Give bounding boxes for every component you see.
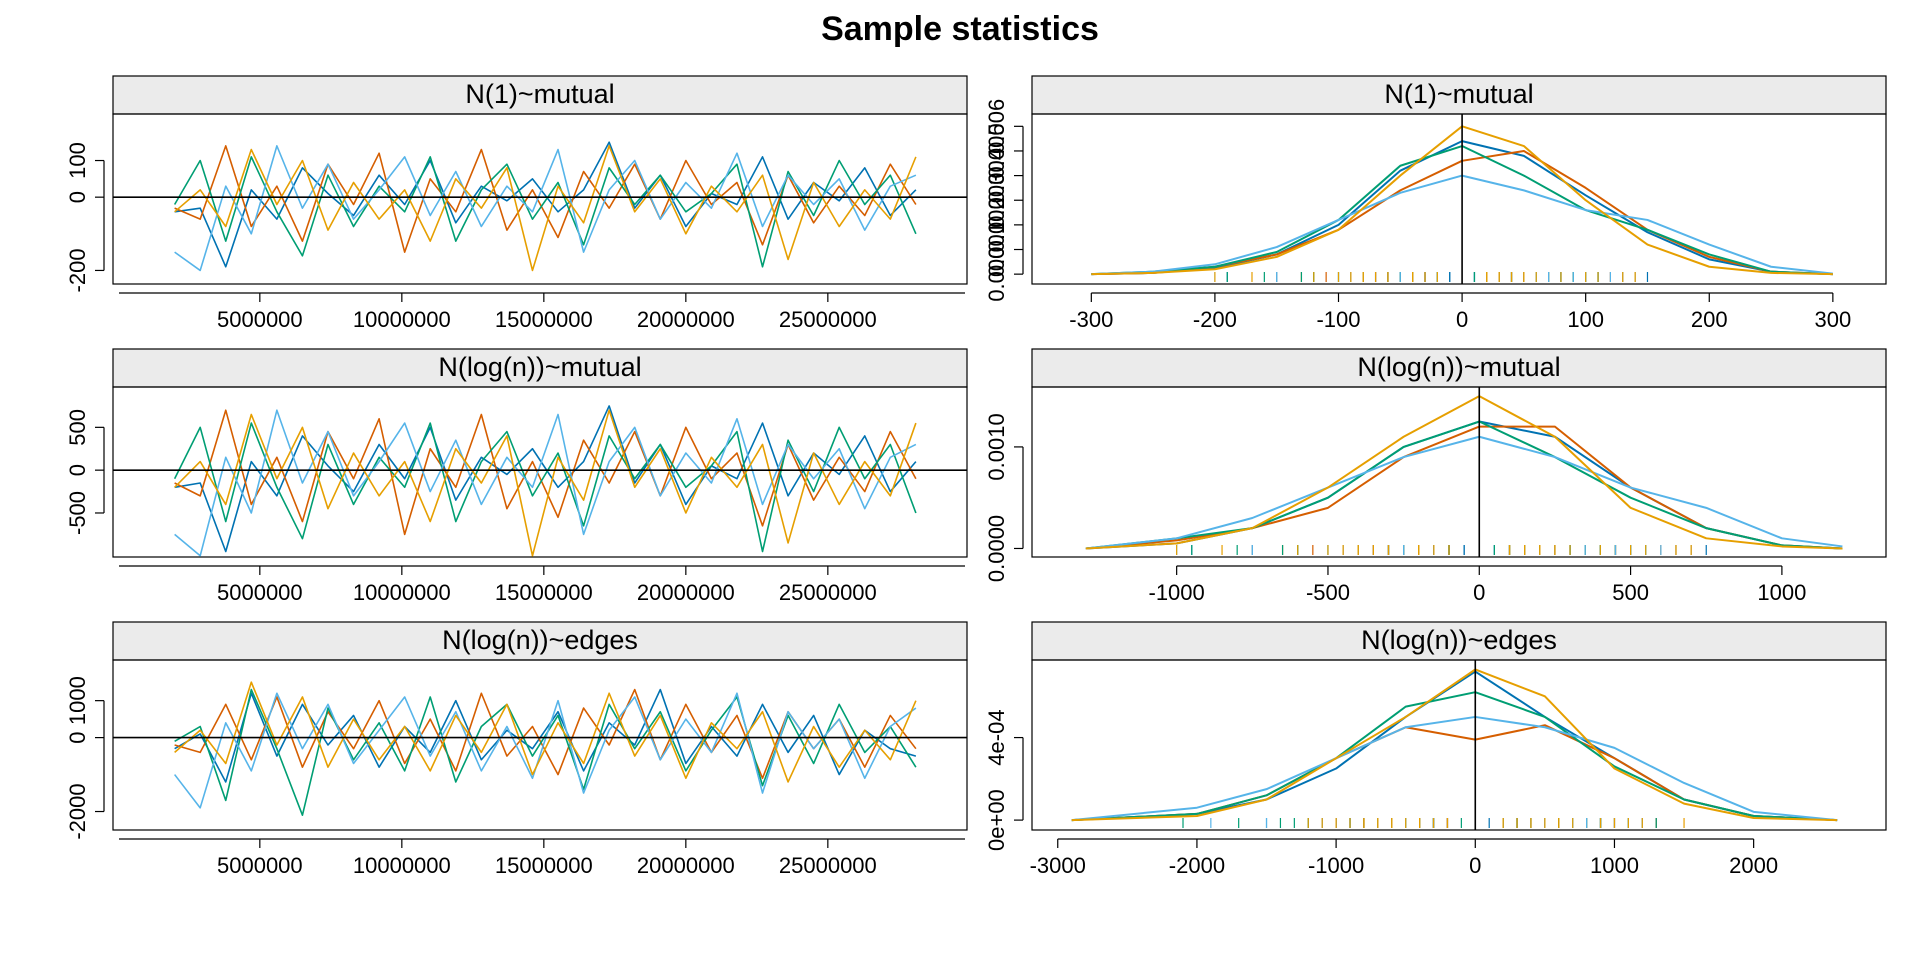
y-tick-label: 0e+00 (984, 789, 1009, 851)
x-tick-label: 0 (1469, 853, 1481, 878)
x-tick-label: 2000 (1729, 853, 1778, 878)
x-tick-label: 200 (1691, 307, 1728, 332)
y-tick-label: 0.0010 (984, 413, 1009, 480)
strip (1031, 621, 1887, 661)
density-line (1071, 724, 1838, 822)
y-tick-label: 0 (65, 464, 90, 476)
x-tick-label: 0 (1456, 307, 1468, 332)
x-tick-label: 100 (1567, 307, 1604, 332)
plot-frame (1031, 113, 1887, 285)
y-tick-label: -500 (65, 491, 90, 535)
x-tick-label: -1000 (1149, 580, 1205, 605)
trace-line (174, 145, 917, 253)
x-tick-label: -500 (1306, 580, 1350, 605)
trace-line (174, 405, 917, 553)
y-tick-label: 0.005 (984, 123, 1009, 178)
density-line (1085, 395, 1843, 550)
x-tick-label: -300 (1069, 307, 1113, 332)
strip (112, 75, 968, 115)
panel-title: N(1)~mutual (465, 79, 614, 109)
plot-frame (1031, 386, 1887, 558)
density-line (1085, 435, 1843, 550)
x-tick-label: 25000000 (779, 307, 877, 332)
x-tick-label: 25000000 (779, 853, 877, 878)
trace-line (174, 681, 917, 783)
trace-line (173, 156, 917, 268)
x-tick-label: 5000000 (217, 307, 303, 332)
strip (1031, 348, 1887, 388)
plot-frame (112, 113, 968, 285)
x-tick-label: 5000000 (217, 853, 303, 878)
x-tick-label: 1000 (1757, 580, 1806, 605)
x-tick-label: -2000 (1169, 853, 1225, 878)
x-tick-label: 20000000 (637, 580, 735, 605)
y-tick-label: 1000 (65, 676, 90, 725)
trace-line (173, 422, 917, 553)
y-tick-label: 500 (65, 409, 90, 446)
y-tick-label: 0.002 (984, 197, 1009, 252)
x-tick-label: 15000000 (495, 853, 593, 878)
y-tick-label: 100 (65, 142, 90, 179)
density-line (1071, 668, 1838, 822)
x-tick-label: 25000000 (779, 580, 877, 605)
trace-line (174, 688, 917, 780)
trace-line (174, 145, 917, 272)
y-tick-label: -2000 (65, 783, 90, 839)
y-tick-label: 0 (65, 731, 90, 743)
trace-line (174, 688, 917, 783)
panel-title: N(1)~mutual (1384, 79, 1533, 109)
figure-title: Sample statistics (821, 10, 1099, 48)
trace-line (174, 409, 917, 536)
y-tick-label: -200 (65, 248, 90, 292)
x-tick-label: 15000000 (495, 307, 593, 332)
y-tick-label: 0.001 (984, 222, 1009, 277)
y-tick-label: 0 (65, 191, 90, 203)
strip (1031, 75, 1887, 115)
density-line (1085, 425, 1843, 550)
y-tick-label: 4e-04 (984, 709, 1009, 765)
plot-frame (112, 659, 968, 831)
strip (112, 348, 968, 388)
x-tick-label: 10000000 (353, 853, 451, 878)
x-tick-label: 5000000 (217, 580, 303, 605)
strip (112, 621, 968, 661)
x-tick-label: -1000 (1308, 853, 1364, 878)
panel-title: N(log(n))~mutual (1357, 352, 1560, 382)
panel-title: N(log(n))~edges (442, 625, 638, 655)
y-tick-label: 0.003 (984, 173, 1009, 228)
trace-line (174, 409, 917, 557)
x-tick-label: 0 (1473, 580, 1485, 605)
density-line (1071, 715, 1838, 822)
y-tick-label: 0.004 (984, 148, 1009, 203)
x-tick-label: 300 (1814, 307, 1851, 332)
x-tick-label: 10000000 (353, 307, 451, 332)
x-tick-label: -100 (1316, 307, 1360, 332)
x-tick-label: 15000000 (495, 580, 593, 605)
y-tick-label: 0.006 (984, 99, 1009, 154)
x-tick-label: 1000 (1590, 853, 1639, 878)
plot-frame (1031, 659, 1887, 831)
plot-frame (112, 386, 968, 558)
x-tick-label: -200 (1193, 307, 1237, 332)
trace-line (174, 141, 917, 268)
density-line (1071, 691, 1838, 822)
y-tick-label: 0.000 (984, 247, 1009, 302)
x-tick-label: 10000000 (353, 580, 451, 605)
panel-title: N(log(n))~edges (1361, 625, 1557, 655)
x-tick-label: 20000000 (637, 307, 735, 332)
x-tick-label: 20000000 (637, 853, 735, 878)
panel-title: N(log(n))~mutual (438, 352, 641, 382)
trace-line (173, 692, 917, 809)
trace-line (174, 688, 917, 817)
y-tick-label: 0.0000 (984, 515, 1009, 582)
x-tick-label: 500 (1612, 580, 1649, 605)
x-tick-label: -3000 (1030, 853, 1086, 878)
